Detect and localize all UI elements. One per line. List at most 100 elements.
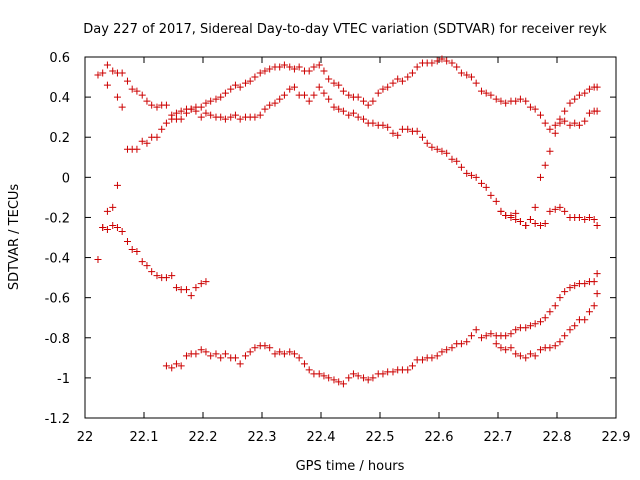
data-point (227, 113, 235, 121)
data-point (231, 111, 239, 119)
data-point (197, 346, 205, 354)
data-point (236, 115, 244, 123)
data-point (448, 344, 456, 352)
data-point (295, 63, 303, 71)
data-point (128, 246, 136, 254)
data-point (241, 352, 249, 360)
data-point (310, 63, 318, 71)
data-point (428, 59, 436, 67)
data-point (438, 55, 446, 63)
data-point (364, 101, 372, 109)
data-point (516, 352, 524, 360)
data-point (335, 105, 343, 113)
data-point (212, 350, 220, 358)
data-point (123, 238, 131, 246)
data-point (197, 280, 205, 288)
series-upper-track-a (94, 55, 601, 133)
data-point (177, 115, 185, 123)
data-point (463, 71, 471, 79)
data-point (541, 119, 549, 127)
data-point (512, 326, 520, 334)
data-point (217, 93, 225, 101)
data-point (345, 91, 353, 99)
y-tick-label: 0.4 (49, 91, 70, 106)
data-point (467, 171, 475, 179)
data-point (463, 169, 471, 177)
data-point (581, 117, 589, 125)
data-point (516, 217, 524, 225)
data-point (590, 278, 598, 286)
data-point (202, 109, 210, 117)
data-point (526, 322, 534, 330)
data-point (276, 95, 284, 103)
data-point (571, 119, 579, 127)
data-point (443, 149, 451, 157)
data-point (177, 362, 185, 370)
data-point (418, 133, 426, 141)
y-axis-label: SDTVAR / TECUs (7, 184, 22, 291)
data-point (354, 113, 362, 121)
data-point (477, 179, 485, 187)
data-point (457, 340, 465, 348)
data-point (571, 95, 579, 103)
data-point (379, 370, 387, 378)
data-point (290, 83, 298, 91)
y-tick-label: -0.6 (45, 292, 70, 307)
series-lower-track-a (99, 181, 601, 388)
data-point (448, 155, 456, 163)
data-point (325, 75, 333, 83)
x-axis-label: GPS time / hours (296, 459, 405, 474)
data-point (148, 101, 156, 109)
data-point (261, 67, 269, 75)
data-point (345, 374, 353, 382)
data-point (349, 370, 357, 378)
data-point (354, 372, 362, 380)
data-point (457, 163, 465, 171)
data-point (99, 223, 107, 231)
data-point (148, 268, 156, 276)
data-point (138, 258, 146, 266)
x-tick-label: 22.5 (366, 430, 395, 445)
data-point (384, 123, 392, 131)
data-point (536, 346, 544, 354)
data-point (438, 147, 446, 155)
data-point (162, 274, 170, 282)
data-point (408, 69, 416, 77)
data-point (177, 107, 185, 115)
data-point (153, 272, 161, 280)
data-point (231, 81, 239, 89)
data-point (482, 183, 490, 191)
data-point (320, 372, 328, 380)
data-point (379, 85, 387, 93)
data-point (286, 348, 294, 356)
data-point (271, 99, 279, 107)
data-point (566, 284, 574, 292)
data-point (162, 362, 170, 370)
data-point (575, 91, 583, 99)
data-point (585, 213, 593, 221)
data-point (541, 161, 549, 169)
y-tick-label: 0.2 (49, 131, 70, 146)
data-point (286, 85, 294, 93)
data-point (398, 77, 406, 85)
y-tick-label: -1.2 (45, 412, 70, 427)
data-point (482, 89, 490, 97)
data-point (379, 121, 387, 129)
data-point (251, 73, 259, 81)
x-tick-label: 22.7 (484, 430, 513, 445)
data-point (492, 340, 500, 348)
data-point (113, 93, 121, 101)
data-point (512, 350, 520, 358)
data-point (443, 57, 451, 65)
x-tick-label: 22.8 (543, 430, 572, 445)
plot-frame (84, 56, 617, 419)
data-point (94, 256, 102, 264)
data-point (453, 157, 461, 165)
data-point (251, 344, 259, 352)
data-point (413, 127, 421, 135)
data-point (428, 143, 436, 151)
data-point (556, 203, 564, 211)
data-point (487, 191, 495, 199)
data-point (522, 324, 530, 332)
series-upper-track-b (103, 81, 601, 229)
